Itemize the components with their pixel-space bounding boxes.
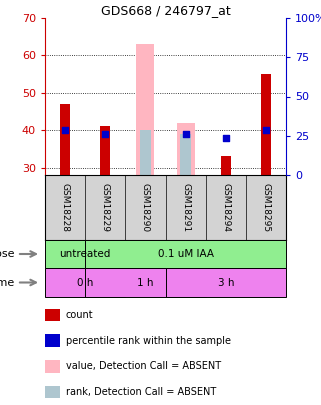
Bar bbox=[45, 240, 125, 268]
Bar bbox=[45, 386, 60, 398]
Point bbox=[263, 127, 268, 133]
Text: GSM18228: GSM18228 bbox=[61, 183, 70, 232]
Point bbox=[63, 127, 68, 133]
Bar bbox=[100, 126, 110, 175]
Bar bbox=[45, 309, 60, 321]
Bar bbox=[45, 360, 60, 373]
Bar bbox=[45, 335, 60, 347]
Text: GSM18295: GSM18295 bbox=[261, 183, 270, 232]
Bar bbox=[180, 134, 191, 175]
Text: GSM18229: GSM18229 bbox=[101, 183, 110, 232]
Bar bbox=[60, 104, 70, 175]
Text: GSM18294: GSM18294 bbox=[221, 183, 230, 232]
Text: count: count bbox=[66, 310, 93, 320]
Text: rank, Detection Call = ABSENT: rank, Detection Call = ABSENT bbox=[66, 387, 216, 397]
Text: dose: dose bbox=[0, 249, 15, 259]
Point bbox=[103, 131, 108, 137]
Bar bbox=[166, 268, 286, 297]
Point bbox=[183, 131, 188, 137]
Title: GDS668 / 246797_at: GDS668 / 246797_at bbox=[100, 4, 230, 17]
Text: time: time bbox=[0, 277, 15, 288]
Bar bbox=[140, 130, 151, 175]
Text: 3 h: 3 h bbox=[218, 277, 234, 288]
Text: GSM18291: GSM18291 bbox=[181, 183, 190, 232]
Point bbox=[223, 134, 228, 141]
Text: value, Detection Call = ABSENT: value, Detection Call = ABSENT bbox=[66, 361, 221, 371]
Text: 1 h: 1 h bbox=[137, 277, 154, 288]
Bar bbox=[261, 74, 271, 175]
Bar bbox=[136, 44, 154, 175]
Bar bbox=[85, 240, 286, 268]
Text: 0.1 uM IAA: 0.1 uM IAA bbox=[158, 249, 213, 259]
Bar bbox=[221, 156, 231, 175]
Text: GSM18290: GSM18290 bbox=[141, 183, 150, 232]
Text: untreated: untreated bbox=[59, 249, 111, 259]
Text: 0 h: 0 h bbox=[77, 277, 93, 288]
Bar bbox=[85, 268, 206, 297]
Text: percentile rank within the sample: percentile rank within the sample bbox=[66, 336, 231, 345]
Bar bbox=[45, 268, 125, 297]
Bar bbox=[177, 123, 195, 175]
